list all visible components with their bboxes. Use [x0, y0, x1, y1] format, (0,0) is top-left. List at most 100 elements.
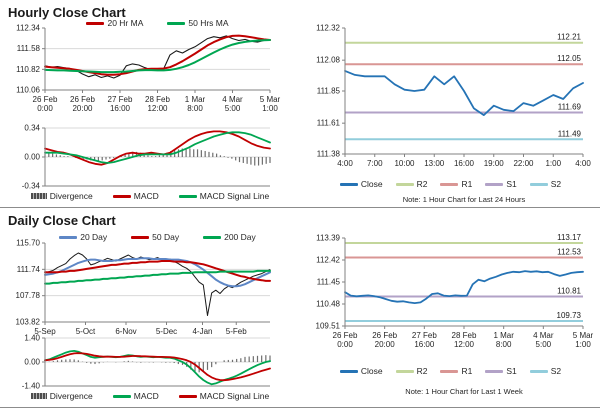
x-tick-label: 26 Feb — [372, 331, 397, 340]
legend-item-macd-signal-line: MACD Signal Line — [178, 391, 270, 401]
line-swatch-icon — [86, 21, 105, 25]
x-tick-label: 16:00 — [454, 159, 475, 168]
section-divider — [0, 207, 600, 208]
legend-label: 200 Day — [224, 232, 256, 242]
line-swatch-icon — [395, 182, 414, 186]
line-swatch-icon — [178, 394, 197, 398]
legend-label: Close — [360, 366, 383, 376]
legend-label: MACD — [133, 191, 159, 201]
divergence-swatch-icon — [30, 393, 47, 399]
y-tick-label: 112.34 — [16, 24, 40, 33]
y-tick-label: 115.70 — [16, 239, 40, 248]
daily-macd-legend: Divergence MACD MACD Signal Line — [30, 391, 270, 401]
legend-item-macd-signal-line: MACD Signal Line — [178, 191, 270, 201]
pivot-1week-legend: Close R2 R1 S1 S2 — [318, 366, 583, 376]
x-tick-label: 5 Mar — [573, 331, 594, 340]
x-tick-label: 1:00 — [545, 159, 561, 168]
legend-label: S1 — [506, 179, 517, 189]
s1-level-label: 111.69 — [558, 102, 582, 111]
x-tick-label: 6-Nov — [115, 327, 136, 336]
daily-macd-plot: -1.40 0.00 1.40 — [22, 334, 271, 391]
y-tick-label: 112.42 — [316, 256, 340, 265]
x-tick-label: 8:00 — [496, 340, 512, 349]
y-tick-label: 110.48 — [316, 300, 340, 309]
x-tick-label: 5-Feb — [226, 327, 247, 336]
x-tick-label: 4 Mar — [222, 95, 243, 104]
y-tick-label: 111.85 — [317, 87, 341, 96]
pivot-1week-plot: 113.17 112.53 110.81 109.73 109.51 110.48 111.… — [316, 233, 594, 349]
legend-label: S2 — [550, 366, 562, 376]
y-tick-label: 110.06 — [16, 86, 40, 95]
daily-chart-title: Daily Close Chart — [8, 213, 116, 228]
y-tick-label: 111.38 — [317, 150, 341, 159]
x-tick-label: 16:00 — [110, 104, 131, 113]
line-swatch-icon — [112, 194, 131, 198]
y-tick-label: 112.32 — [316, 24, 340, 33]
r1-level-label: 112.05 — [557, 54, 581, 63]
x-tick-label: 1:00 — [575, 340, 591, 349]
legend-item-divergence: Divergence — [30, 191, 93, 201]
x-tick-label: 20:00 — [72, 104, 93, 113]
x-tick-label: 13:00 — [424, 159, 445, 168]
y-tick-label: 109.51 — [316, 322, 341, 331]
line-swatch-icon — [395, 369, 414, 373]
legend-item-macd: MACD — [112, 391, 159, 401]
r2-level-label: 112.21 — [557, 33, 581, 42]
y-tick-label: 107.78 — [16, 291, 41, 300]
legend-item-close: Close — [339, 179, 383, 189]
legend-label: MACD Signal Line — [199, 191, 270, 201]
legend-label: R1 — [461, 179, 473, 189]
y-tick-label: 0.00 — [24, 153, 40, 162]
50-day-series-line — [44, 260, 271, 282]
x-tick-label: 0:00 — [37, 104, 53, 113]
x-tick-label: 16:00 — [414, 340, 435, 349]
y-tick-label: 0.00 — [24, 358, 40, 367]
line-swatch-icon — [112, 394, 131, 398]
hourly-macd-legend: Divergence MACD MACD Signal Line — [30, 191, 270, 201]
20-day-series-line — [44, 257, 271, 288]
line-swatch-icon — [203, 235, 222, 239]
x-tick-label: 12:00 — [454, 340, 475, 349]
legend-item-close: Close — [339, 366, 383, 376]
x-tick-label: 1 Mar — [185, 95, 206, 104]
r1-level-label: 112.53 — [557, 248, 581, 257]
legend-item-200-day: 200 Day — [203, 232, 256, 242]
legend-item-r2: R2 — [395, 366, 427, 376]
legend-label: S2 — [550, 179, 562, 189]
x-tick-label: 10:00 — [394, 159, 415, 168]
legend-item-r1: R1 — [440, 179, 472, 189]
line-swatch-icon — [59, 235, 78, 239]
pivot-1week-note: Note: 1 Hour Chart for Last 1 Week — [405, 387, 523, 396]
line-swatch-icon — [167, 21, 186, 25]
x-tick-label: 28 Feb — [145, 95, 170, 104]
line-swatch-icon — [440, 369, 459, 373]
hourly-price-legend: 20 Hr MA 50 Hrs MA — [45, 18, 270, 28]
x-tick-label: 22:00 — [513, 159, 534, 168]
legend-item-20-day: 20 Day — [59, 232, 107, 242]
close-series-line — [344, 70, 584, 116]
x-tick-label: 27 Feb — [412, 331, 437, 340]
x-tick-label: 26 Feb — [333, 331, 358, 340]
y-tick-label: 111.58 — [17, 44, 41, 53]
daily-price-plot: 103.82 107.78 111.74 115.70 5-Sep 5-Oct 6-Nov 5… — [16, 239, 271, 336]
legend-label: Divergence — [49, 391, 93, 401]
divergence-swatch-icon — [30, 193, 47, 199]
r2-level-label: 113.17 — [557, 233, 581, 242]
x-tick-label: 12:00 — [147, 104, 168, 113]
legend-label: MACD Signal Line — [199, 391, 270, 401]
legend-label: MACD — [133, 391, 159, 401]
legend-label: 20 Hr MA — [107, 18, 144, 28]
hourly-chart-title: Hourly Close Chart — [8, 5, 126, 20]
y-tick-label: -1.40 — [22, 382, 41, 391]
line-swatch-icon — [339, 182, 358, 186]
line-swatch-icon — [131, 235, 150, 239]
x-tick-label: 5-Oct — [76, 327, 96, 336]
y-tick-label: 111.45 — [317, 278, 341, 287]
y-tick-label: 111.74 — [17, 265, 41, 274]
legend-item-s2: S2 — [529, 366, 562, 376]
x-tick-label: 4:00 — [337, 159, 353, 168]
y-tick-label: 112.08 — [316, 56, 340, 65]
legend-item-s2: S2 — [529, 179, 562, 189]
